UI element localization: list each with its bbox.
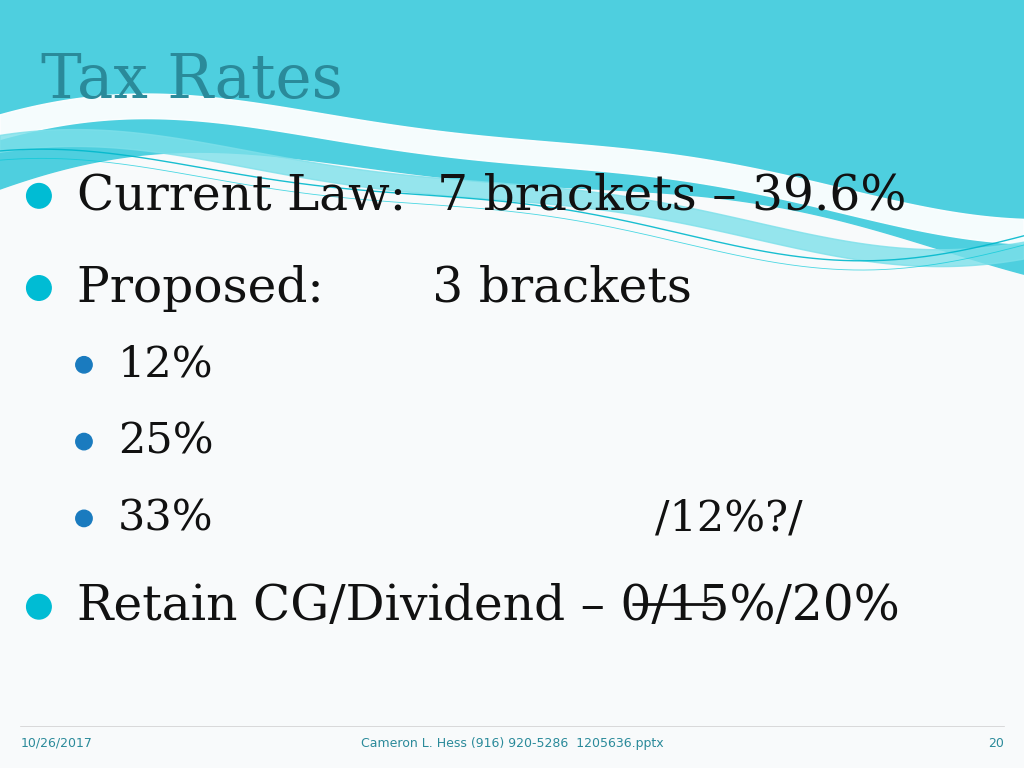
Ellipse shape — [27, 594, 51, 619]
Text: /12%?/: /12%?/ — [655, 498, 803, 539]
Text: Retain CG/Dividend – 0/15%/20%: Retain CG/Dividend – 0/15%/20% — [77, 583, 899, 631]
Ellipse shape — [76, 510, 92, 527]
Ellipse shape — [27, 276, 51, 300]
Ellipse shape — [76, 356, 92, 373]
Text: Proposed:       3 brackets: Proposed: 3 brackets — [77, 264, 691, 312]
Text: 33%: 33% — [118, 498, 213, 539]
Text: 25%: 25% — [118, 421, 213, 462]
Text: Tax Rates: Tax Rates — [41, 51, 343, 111]
Text: Cameron L. Hess (916) 920-5286  1205636.pptx: Cameron L. Hess (916) 920-5286 1205636.p… — [360, 737, 664, 750]
Text: 20: 20 — [987, 737, 1004, 750]
Ellipse shape — [76, 433, 92, 450]
Text: Current Law:  7 brackets – 39.6%: Current Law: 7 brackets – 39.6% — [77, 172, 906, 220]
Text: 12%: 12% — [118, 344, 213, 386]
Ellipse shape — [27, 184, 51, 208]
Text: 10/26/2017: 10/26/2017 — [20, 737, 92, 750]
